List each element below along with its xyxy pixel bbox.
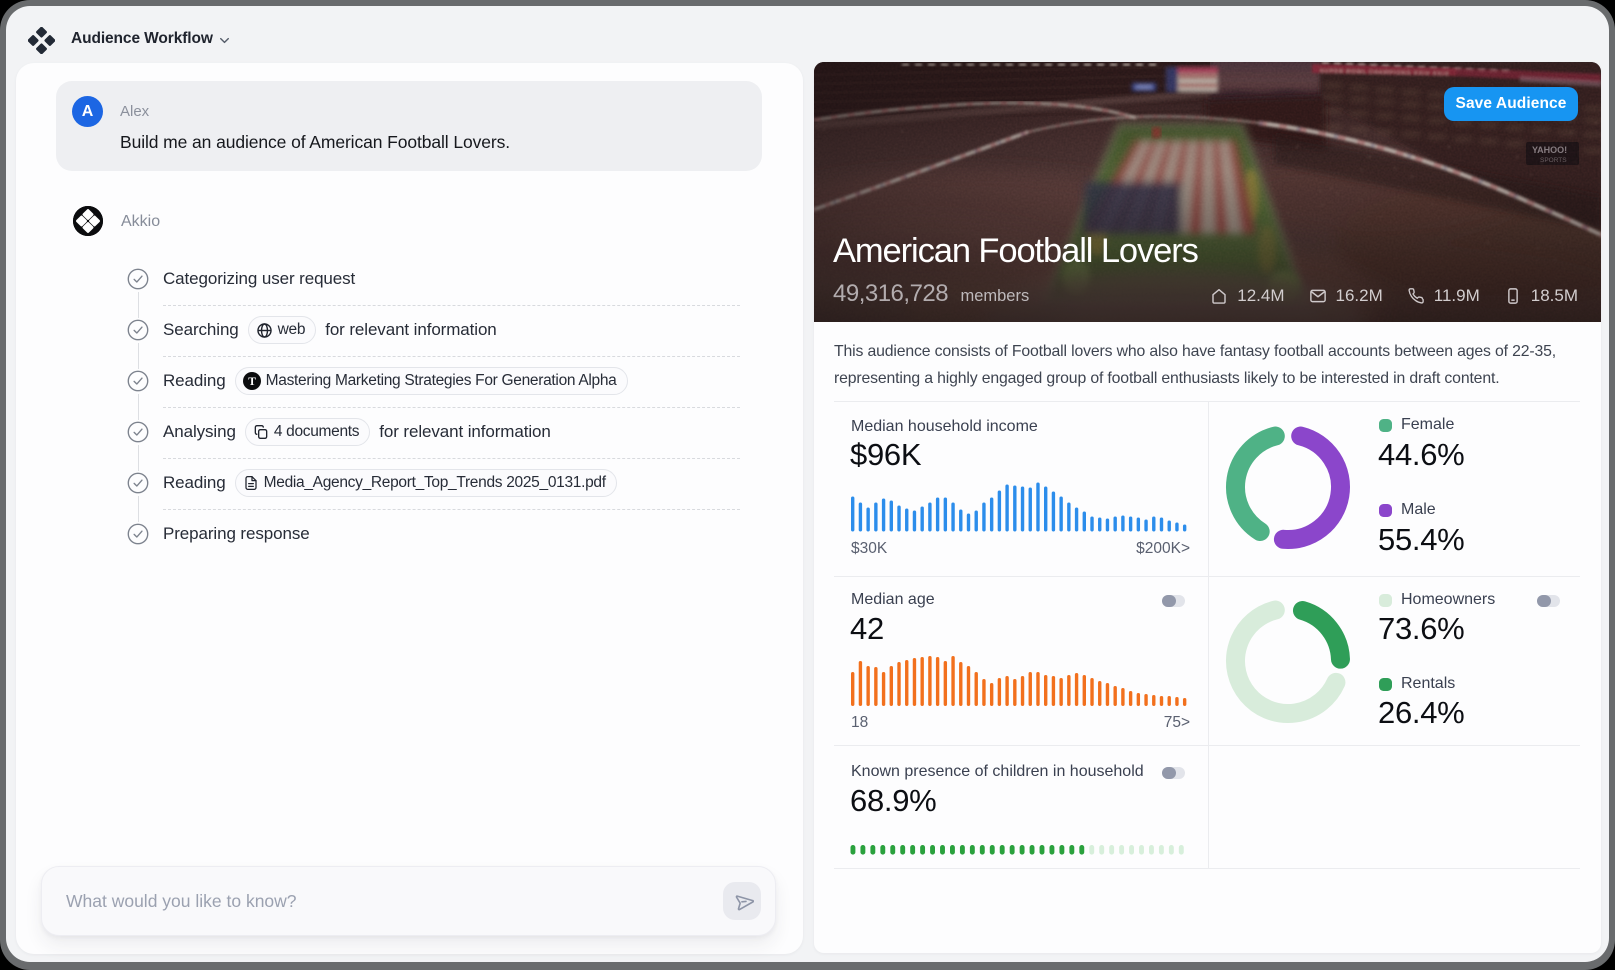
- svg-text:T: T: [248, 375, 256, 388]
